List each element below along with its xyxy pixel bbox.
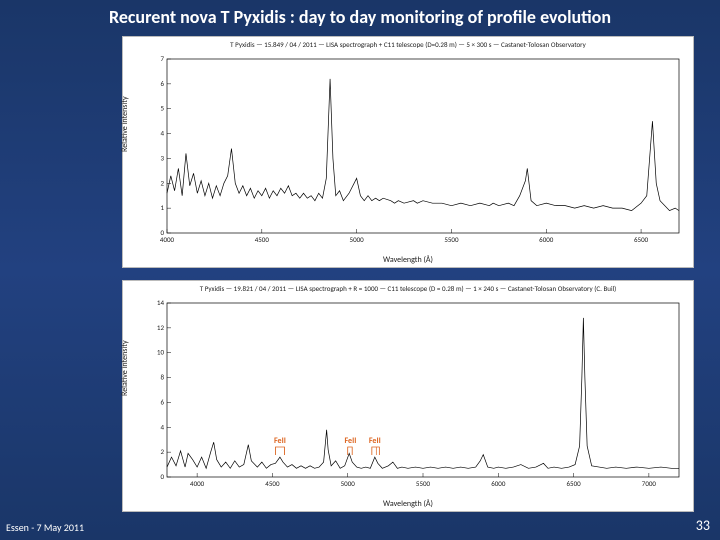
svg-text:6500: 6500: [634, 235, 649, 244]
spectrum-chart-2: T Pyxidis — 19.821 / 04 / 2011 — LISA sp…: [122, 280, 694, 512]
svg-text:6000: 6000: [491, 479, 506, 488]
svg-text:2: 2: [160, 178, 164, 187]
svg-text:FeII: FeII: [344, 436, 356, 446]
svg-text:7000: 7000: [642, 479, 657, 488]
chart1-plot-area: 40004500500055006000650001234567: [167, 59, 679, 233]
svg-text:4: 4: [160, 422, 164, 431]
svg-text:6: 6: [160, 397, 164, 406]
footer-left: Essen - 7 May 2011: [6, 521, 84, 534]
svg-text:6500: 6500: [566, 479, 581, 488]
chart1-svg: 40004500500055006000650001234567: [167, 59, 679, 233]
chart2-plot-area: 400045005000550060006500700002468101214F…: [167, 303, 679, 477]
svg-text:8: 8: [160, 373, 164, 382]
spectrum-chart-1: T Pyxidis — 15.849 / 04 / 2011 — LISA sp…: [122, 36, 694, 268]
svg-text:5000: 5000: [341, 479, 356, 488]
svg-text:5000: 5000: [350, 235, 365, 244]
svg-text:4500: 4500: [255, 235, 270, 244]
svg-text:3: 3: [160, 153, 164, 162]
chart2-ylabel: Relative intensity: [120, 340, 130, 396]
svg-text:4500: 4500: [265, 479, 280, 488]
chart2-svg: 400045005000550060006500700002468101214F…: [167, 303, 679, 477]
svg-text:2: 2: [160, 447, 164, 456]
chart1-caption: T Pyxidis — 15.849 / 04 / 2011 — LISA sp…: [123, 40, 693, 49]
svg-text:6000: 6000: [539, 235, 554, 244]
svg-text:14: 14: [157, 298, 165, 307]
svg-text:5: 5: [160, 104, 164, 113]
slide: Recurent nova T Pyxidis : day to day mon…: [0, 0, 720, 540]
svg-text:FeII: FeII: [274, 436, 286, 446]
svg-text:4000: 4000: [190, 479, 205, 488]
svg-text:0: 0: [160, 228, 164, 237]
svg-text:6: 6: [160, 79, 164, 88]
svg-text:5500: 5500: [416, 479, 431, 488]
chart1-xlabel: Wavelength (Å): [123, 255, 693, 265]
chart2-xlabel: Wavelength (Å): [123, 499, 693, 509]
svg-text:7: 7: [160, 54, 164, 63]
svg-text:4: 4: [160, 129, 164, 138]
slide-title: Recurent nova T Pyxidis : day to day mon…: [0, 6, 720, 28]
svg-text:0: 0: [160, 472, 164, 481]
svg-text:12: 12: [157, 323, 165, 332]
svg-text:5500: 5500: [444, 235, 459, 244]
slide-number: 33: [696, 517, 710, 534]
chart2-caption: T Pyxidis — 19.821 / 04 / 2011 — LISA sp…: [123, 284, 693, 293]
svg-text:10: 10: [157, 348, 165, 357]
svg-text:FeII: FeII: [369, 436, 381, 446]
chart1-ylabel: Relative intensity: [120, 96, 130, 152]
svg-text:1: 1: [160, 203, 164, 212]
